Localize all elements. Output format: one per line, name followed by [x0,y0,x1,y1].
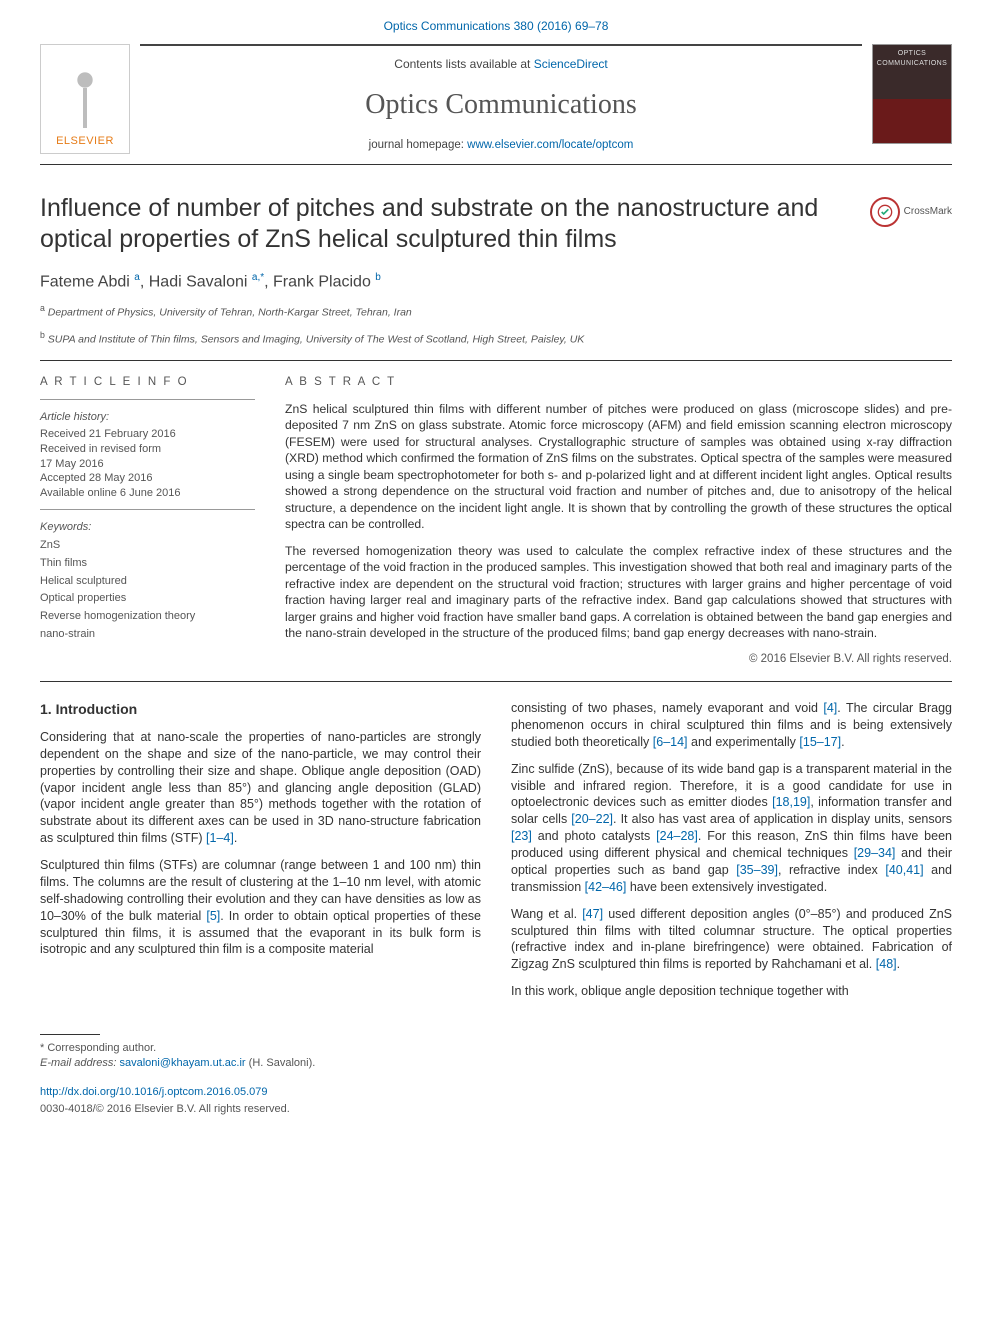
body-left-column: 1. Introduction Considering that at nano… [40,700,481,1010]
publisher-brand-text: ELSEVIER [56,134,114,149]
journal-cover-thumb [872,44,952,144]
crossmark-label: CrossMark [904,205,952,219]
journal-header: ELSEVIER Contents lists available at Sci… [40,44,952,165]
abstract-paragraph: ZnS helical sculptured thin films with d… [285,401,952,533]
doi-line: http://dx.doi.org/10.1016/j.optcom.2016.… [40,1085,952,1100]
body-right-column: consisting of two phases, namely evapora… [511,700,952,1010]
elsevier-tree-icon [60,68,110,128]
article-info-heading: A R T I C L E I N F O [40,375,255,391]
keyword: Optical properties [40,591,255,606]
homepage-line: journal homepage: www.elsevier.com/locat… [369,138,634,154]
body-paragraph: Wang et al. [47] used different depositi… [511,906,952,974]
keyword: ZnS [40,538,255,553]
thin-rule [40,509,255,510]
keywords-label: Keywords: [40,520,255,535]
keyword: Thin films [40,556,255,571]
keyword: Helical sculptured [40,574,255,589]
email-line: E-mail address: savaloni@khayam.ut.ac.ir… [40,1056,470,1071]
section-rule [40,360,952,361]
body-paragraph: In this work, oblique angle deposition t… [511,983,952,1000]
journal-reference: Optics Communications 380 (2016) 69–78 [0,0,992,44]
affiliation: b SUPA and Institute of Thin films, Sens… [40,330,952,347]
journal-header-center: Contents lists available at ScienceDirec… [140,44,862,164]
abstract-heading: A B S T R A C T [285,375,952,391]
thin-rule [40,399,255,400]
abstract-column: A B S T R A C T ZnS helical sculptured t… [285,375,952,667]
abstract-copyright: © 2016 Elsevier B.V. All rights reserved… [285,652,952,668]
email-attribution: (H. Savaloni). [249,1057,316,1069]
doi-link[interactable]: http://dx.doi.org/10.1016/j.optcom.2016.… [40,1086,268,1098]
corresponding-author-note: * Corresponding author. [40,1041,470,1056]
body-paragraph: Considering that at nano-scale the prope… [40,729,481,847]
sciencedirect-link[interactable]: ScienceDirect [534,57,608,71]
body-paragraph: consisting of two phases, namely evapora… [511,700,952,751]
crossmark-icon [870,197,900,227]
corresponding-email-link[interactable]: savaloni@khayam.ut.ac.ir [119,1057,245,1069]
history-line: Available online 6 June 2016 [40,486,255,501]
journal-reference-link[interactable]: Optics Communications 380 (2016) 69–78 [384,19,609,33]
affiliation: a Department of Physics, University of T… [40,303,952,320]
contents-prefix: Contents lists available at [394,57,533,71]
author-list: Fateme Abdi a, Hadi Savaloni a,*, Frank … [40,271,952,293]
body-paragraph: Zinc sulfide (ZnS), because of its wide … [511,761,952,896]
homepage-prefix: journal homepage: [369,139,467,151]
publisher-logo: ELSEVIER [40,44,130,154]
intro-heading: 1. Introduction [40,700,481,719]
crossmark-badge[interactable]: CrossMark [870,197,952,227]
history-line: Received in revised form [40,442,255,457]
email-label: E-mail address: [40,1057,119,1069]
history-line: 17 May 2016 [40,457,255,472]
contents-line: Contents lists available at ScienceDirec… [394,56,607,72]
body-paragraph: Sculptured thin films (STFs) are columna… [40,857,481,958]
keyword: Reverse homogenization theory [40,609,255,624]
issn-copyright-line: 0030-4018/© 2016 Elsevier B.V. All right… [40,1102,952,1117]
homepage-link[interactable]: www.elsevier.com/locate/optcom [467,139,633,151]
history-line: Received 21 February 2016 [40,427,255,442]
keyword: nano-strain [40,627,255,642]
footnote-rule [40,1034,100,1035]
abstract-paragraph: The reversed homogenization theory was u… [285,543,952,642]
journal-name: Optics Communications [365,86,636,124]
history-label: Article history: [40,410,255,425]
section-rule [40,681,952,682]
history-line: Accepted 28 May 2016 [40,471,255,486]
footnote-block: * Corresponding author. E-mail address: … [40,1034,470,1071]
article-info-column: A R T I C L E I N F O Article history: R… [40,375,255,667]
article-title: Influence of number of pitches and subst… [40,193,952,256]
